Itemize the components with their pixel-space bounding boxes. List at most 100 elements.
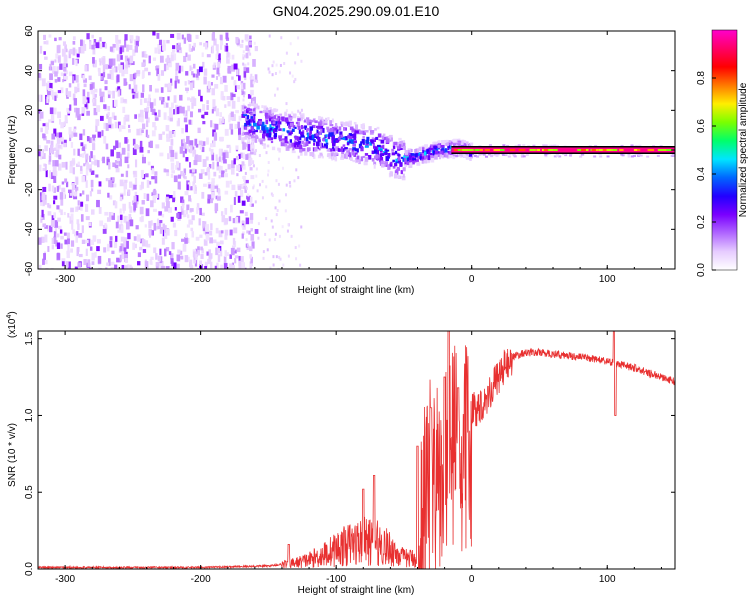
noise-speck	[231, 76, 234, 80]
noise-speck	[43, 259, 48, 265]
noise-speck	[129, 219, 134, 227]
noise-speck	[169, 113, 173, 118]
noise-speck	[56, 66, 59, 74]
noise-speck	[224, 104, 227, 108]
noise-speck	[148, 141, 151, 148]
noise-speck	[189, 208, 194, 212]
tone-halo-cell	[606, 155, 610, 158]
noise-speck	[225, 151, 229, 159]
trail-cell	[354, 124, 359, 130]
noise-speck	[198, 173, 203, 179]
trail-cell	[308, 133, 312, 137]
trail-cell	[411, 160, 415, 165]
noise-speck	[166, 39, 170, 44]
noise-speck	[276, 208, 279, 212]
noise-speck	[170, 156, 175, 162]
noise-speck	[200, 95, 203, 102]
noise-speck	[60, 199, 64, 206]
noise-speck	[72, 167, 75, 175]
noise-speck	[68, 50, 71, 59]
trail-cell	[325, 117, 328, 123]
noise-speck	[202, 120, 206, 125]
noise-speck	[179, 250, 183, 255]
noise-speck	[48, 160, 51, 165]
noise-speck	[212, 105, 217, 112]
noise-speck	[239, 210, 244, 214]
noise-speck	[294, 246, 297, 250]
noise-speck	[103, 122, 107, 129]
noise-speck	[118, 64, 123, 73]
noise-speck	[274, 238, 277, 242]
trail-cell	[313, 139, 316, 143]
noise-speck	[75, 75, 79, 83]
trail-cell	[360, 145, 364, 148]
trail-cell	[252, 110, 257, 115]
noise-speck	[128, 128, 131, 133]
noise-speck	[113, 66, 118, 73]
noise-speck	[166, 170, 170, 177]
noise-speck	[63, 75, 68, 80]
noise-speck	[243, 185, 246, 189]
trail-cell	[268, 116, 273, 122]
trail-cell	[381, 135, 384, 140]
noise-speck	[82, 40, 85, 46]
noise-speck	[80, 201, 84, 207]
trail-cell	[277, 147, 280, 151]
noise-speck	[40, 202, 43, 206]
noise-speck	[111, 112, 115, 119]
trail-cell	[295, 121, 298, 124]
noise-speck	[214, 185, 218, 189]
noise-speck	[179, 146, 184, 154]
noise-speck	[98, 267, 102, 269]
noise-speck	[46, 96, 49, 104]
noise-speck	[63, 121, 67, 127]
noise-speck	[174, 80, 177, 89]
noise-speck	[160, 70, 165, 76]
trail-cell	[294, 144, 299, 149]
noise-speck	[111, 212, 115, 220]
noise-speck	[88, 75, 92, 81]
trail-cell	[268, 116, 272, 119]
noise-speck	[165, 196, 170, 203]
noise-speck	[89, 246, 93, 251]
noise-speck	[255, 174, 258, 178]
trail-cell	[276, 117, 280, 121]
trail-cell	[269, 127, 273, 131]
noise-speck	[121, 70, 125, 77]
noise-speck	[231, 262, 234, 267]
noise-speck	[145, 240, 149, 247]
noise-speck	[38, 145, 41, 149]
noise-speck	[273, 93, 276, 97]
noise-speck	[238, 266, 242, 269]
noise-speck	[106, 262, 110, 266]
noise-speck	[212, 239, 217, 244]
trail-cell	[392, 159, 395, 163]
noise-speck	[277, 182, 280, 186]
noise-speck	[293, 179, 296, 183]
noise-speck	[204, 265, 208, 269]
trail-cell	[360, 141, 363, 145]
noise-speck	[248, 102, 251, 106]
trail-cell	[330, 152, 334, 156]
noise-speck	[51, 237, 54, 245]
noise-speck	[252, 100, 255, 104]
noise-speck	[74, 107, 78, 113]
noise-speck	[229, 180, 232, 185]
noise-speck	[170, 54, 174, 62]
noise-speck	[54, 79, 58, 83]
trail-cell	[465, 155, 469, 159]
noise-speck	[103, 135, 107, 144]
noise-speck	[92, 134, 96, 138]
noise-speck	[201, 212, 205, 216]
trail-cell	[406, 161, 410, 166]
noise-speck	[91, 98, 95, 103]
noise-speck	[300, 225, 303, 229]
noise-speck	[230, 247, 235, 256]
trail-cell	[341, 148, 345, 152]
noise-speck	[172, 222, 176, 228]
noise-speck	[209, 261, 213, 269]
noise-speck	[150, 165, 154, 171]
trail-cell	[369, 131, 374, 135]
noise-speck	[144, 224, 147, 228]
